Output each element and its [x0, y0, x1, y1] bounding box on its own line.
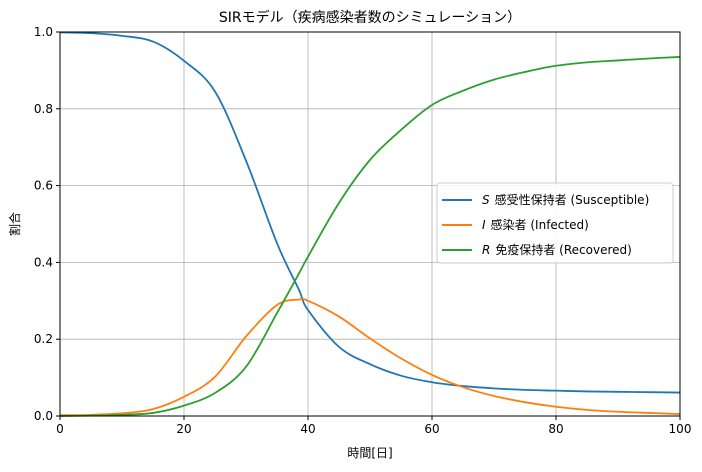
- legend-symbol: I: [482, 218, 486, 232]
- series-lines: [59, 31, 681, 417]
- x-tick-label: 80: [548, 422, 563, 436]
- series-line-I: [59, 298, 681, 417]
- y-tick-label: 0.0: [34, 409, 53, 423]
- series-line-R: [59, 56, 681, 417]
- x-tick-label: 100: [669, 422, 692, 436]
- y-tick-label: 1.0: [34, 25, 53, 39]
- x-axis-label: 時間[日]: [347, 446, 392, 460]
- legend-box: [436, 182, 674, 264]
- y-tick-label: 0.4: [34, 255, 53, 269]
- legend-label-I: I 感染者 (Infected): [482, 217, 589, 232]
- legend-text: 感受性保持者 (Susceptible): [495, 192, 650, 207]
- legend-symbol: R: [482, 243, 490, 257]
- legend-label-R: R 免疫保持者 (Recovered): [482, 242, 632, 257]
- legend-text: 免疫保持者 (Recovered): [495, 242, 631, 257]
- y-tick-label: 0.8: [34, 102, 53, 116]
- y-tick-label: 0.2: [34, 332, 53, 346]
- legend: S 感受性保持者 (Susceptible) I 感染者 (Infected)R 免疫保…: [436, 182, 674, 264]
- plot-frame: [59, 31, 681, 417]
- y-axis-label: 割合: [7, 212, 22, 236]
- chart-title: SIRモデル（疾病感染者数のシミュレーション）: [219, 9, 521, 26]
- x-tick-label: 20: [176, 422, 191, 436]
- axis-ticks: 0 20 40 60 80 100 0.0 0.2 0.4 0.6 0.8 1.0: [34, 25, 692, 436]
- y-tick-label: 0.6: [34, 179, 53, 193]
- x-tick-label: 60: [424, 422, 439, 436]
- series-line-S: [59, 31, 681, 394]
- legend-symbol: S: [482, 193, 490, 207]
- legend-text: 感染者 (Infected): [491, 217, 589, 232]
- x-tick-label: 0: [56, 422, 64, 436]
- x-tick-label: 40: [300, 422, 315, 436]
- legend-label-S: S 感受性保持者 (Susceptible): [482, 192, 649, 207]
